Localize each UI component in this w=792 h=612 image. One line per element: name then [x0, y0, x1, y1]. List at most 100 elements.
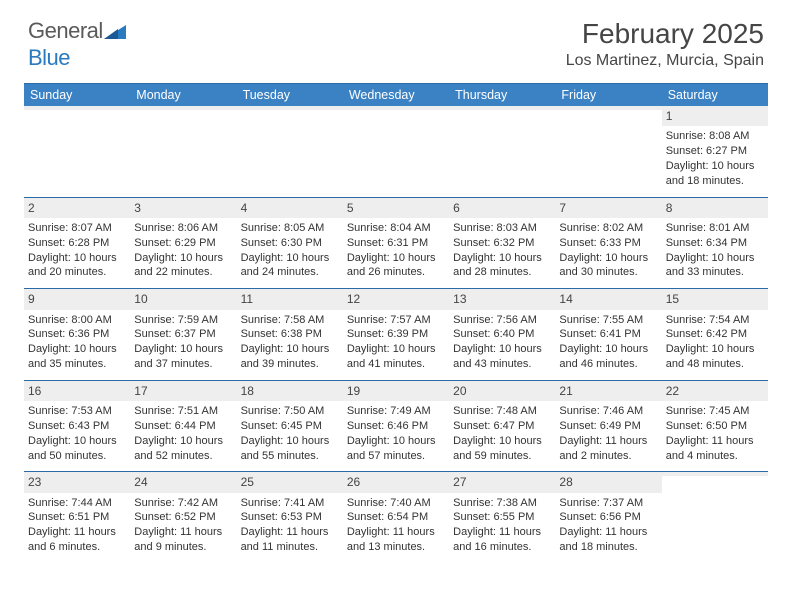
day-number: 7	[555, 198, 661, 218]
location: Los Martinez, Murcia, Spain	[566, 52, 764, 70]
daylight-line: Daylight: 10 hours and 55 minutes.	[241, 434, 339, 464]
sunrise-line: Sunrise: 7:58 AM	[241, 313, 339, 328]
sunset-line: Sunset: 6:29 PM	[134, 236, 232, 251]
sunrise-line: Sunrise: 8:08 AM	[666, 129, 764, 144]
day-number: 24	[130, 472, 236, 492]
month-title: February 2025	[566, 18, 764, 50]
day-cell: 2Sunrise: 8:07 AMSunset: 6:28 PMDaylight…	[24, 198, 130, 289]
daylight-line: Daylight: 10 hours and 43 minutes.	[453, 342, 551, 372]
day-number: 27	[449, 472, 555, 492]
day-number: 6	[449, 198, 555, 218]
sunset-line: Sunset: 6:30 PM	[241, 236, 339, 251]
sunset-line: Sunset: 6:54 PM	[347, 510, 445, 525]
day-number: 28	[555, 472, 661, 492]
sunrise-line: Sunrise: 7:57 AM	[347, 313, 445, 328]
sunset-line: Sunset: 6:41 PM	[559, 327, 657, 342]
day-cell: 6Sunrise: 8:03 AMSunset: 6:32 PMDaylight…	[449, 198, 555, 289]
daylight-line: Daylight: 10 hours and 46 minutes.	[559, 342, 657, 372]
day-number: 19	[343, 381, 449, 401]
sunrise-line: Sunrise: 7:49 AM	[347, 404, 445, 419]
sunset-line: Sunset: 6:55 PM	[453, 510, 551, 525]
empty-cell	[449, 106, 555, 197]
day-cell: 18Sunrise: 7:50 AMSunset: 6:45 PMDayligh…	[237, 381, 343, 472]
day-number: 2	[24, 198, 130, 218]
sunset-line: Sunset: 6:37 PM	[134, 327, 232, 342]
day-cell: 5Sunrise: 8:04 AMSunset: 6:31 PMDaylight…	[343, 198, 449, 289]
sunset-line: Sunset: 6:33 PM	[559, 236, 657, 251]
week-row: 9Sunrise: 8:00 AMSunset: 6:36 PMDaylight…	[24, 288, 768, 380]
day-number	[130, 106, 236, 110]
sunrise-line: Sunrise: 8:05 AM	[241, 221, 339, 236]
daylight-line: Daylight: 10 hours and 22 minutes.	[134, 251, 232, 281]
brand-part1: General	[28, 18, 103, 43]
day-number: 8	[662, 198, 768, 218]
dow-saturday: Saturday	[662, 84, 768, 106]
sunrise-line: Sunrise: 7:55 AM	[559, 313, 657, 328]
day-cell: 8Sunrise: 8:01 AMSunset: 6:34 PMDaylight…	[662, 198, 768, 289]
day-cell: 20Sunrise: 7:48 AMSunset: 6:47 PMDayligh…	[449, 381, 555, 472]
sunrise-line: Sunrise: 7:44 AM	[28, 496, 126, 511]
sunrise-line: Sunrise: 7:38 AM	[453, 496, 551, 511]
day-number: 15	[662, 289, 768, 309]
daylight-line: Daylight: 10 hours and 24 minutes.	[241, 251, 339, 281]
day-number	[662, 472, 768, 476]
sunset-line: Sunset: 6:42 PM	[666, 327, 764, 342]
daylight-line: Daylight: 10 hours and 26 minutes.	[347, 251, 445, 281]
day-number: 9	[24, 289, 130, 309]
day-number: 21	[555, 381, 661, 401]
day-number: 11	[237, 289, 343, 309]
sunrise-line: Sunrise: 8:01 AM	[666, 221, 764, 236]
sunset-line: Sunset: 6:47 PM	[453, 419, 551, 434]
day-cell: 15Sunrise: 7:54 AMSunset: 6:42 PMDayligh…	[662, 289, 768, 380]
title-block: February 2025 Los Martinez, Murcia, Spai…	[566, 18, 764, 70]
day-number: 18	[237, 381, 343, 401]
daylight-line: Daylight: 11 hours and 16 minutes.	[453, 525, 551, 555]
daylight-line: Daylight: 10 hours and 39 minutes.	[241, 342, 339, 372]
sunset-line: Sunset: 6:50 PM	[666, 419, 764, 434]
sunrise-line: Sunrise: 7:40 AM	[347, 496, 445, 511]
day-number: 26	[343, 472, 449, 492]
empty-cell	[130, 106, 236, 197]
daylight-line: Daylight: 10 hours and 37 minutes.	[134, 342, 232, 372]
sunrise-line: Sunrise: 7:50 AM	[241, 404, 339, 419]
day-cell: 4Sunrise: 8:05 AMSunset: 6:30 PMDaylight…	[237, 198, 343, 289]
day-number	[555, 106, 661, 110]
daylight-line: Daylight: 10 hours and 50 minutes.	[28, 434, 126, 464]
day-number: 17	[130, 381, 236, 401]
empty-cell	[343, 106, 449, 197]
calendar-body: 1Sunrise: 8:08 AMSunset: 6:27 PMDaylight…	[24, 106, 768, 563]
week-row: 1Sunrise: 8:08 AMSunset: 6:27 PMDaylight…	[24, 106, 768, 197]
day-cell: 28Sunrise: 7:37 AMSunset: 6:56 PMDayligh…	[555, 472, 661, 563]
dow-sunday: Sunday	[24, 84, 130, 106]
day-number: 3	[130, 198, 236, 218]
day-cell: 10Sunrise: 7:59 AMSunset: 6:37 PMDayligh…	[130, 289, 236, 380]
day-cell: 26Sunrise: 7:40 AMSunset: 6:54 PMDayligh…	[343, 472, 449, 563]
sunset-line: Sunset: 6:38 PM	[241, 327, 339, 342]
sunset-line: Sunset: 6:43 PM	[28, 419, 126, 434]
sunrise-line: Sunrise: 7:51 AM	[134, 404, 232, 419]
week-row: 23Sunrise: 7:44 AMSunset: 6:51 PMDayligh…	[24, 471, 768, 563]
day-cell: 16Sunrise: 7:53 AMSunset: 6:43 PMDayligh…	[24, 381, 130, 472]
sunrise-line: Sunrise: 8:03 AM	[453, 221, 551, 236]
day-number: 14	[555, 289, 661, 309]
sunset-line: Sunset: 6:36 PM	[28, 327, 126, 342]
empty-cell	[662, 472, 768, 563]
sunset-line: Sunset: 6:56 PM	[559, 510, 657, 525]
sunrise-line: Sunrise: 8:04 AM	[347, 221, 445, 236]
sunrise-line: Sunrise: 7:42 AM	[134, 496, 232, 511]
daylight-line: Daylight: 11 hours and 9 minutes.	[134, 525, 232, 555]
daylight-line: Daylight: 10 hours and 52 minutes.	[134, 434, 232, 464]
calendar: Sunday Monday Tuesday Wednesday Thursday…	[24, 83, 768, 563]
day-cell: 22Sunrise: 7:45 AMSunset: 6:50 PMDayligh…	[662, 381, 768, 472]
daylight-line: Daylight: 10 hours and 18 minutes.	[666, 159, 764, 189]
day-cell: 11 Sunrise: 7:58 AMSunset: 6:38 PMDayligh…	[237, 289, 343, 380]
brand-text: GeneralBlue	[28, 18, 127, 71]
daylight-line: Daylight: 10 hours and 30 minutes.	[559, 251, 657, 281]
day-number: 10	[130, 289, 236, 309]
day-cell: 27 Sunrise: 7:38 AMSunset: 6:55 PMDayligh…	[449, 472, 555, 563]
sunset-line: Sunset: 6:52 PM	[134, 510, 232, 525]
triangle-icon	[104, 19, 126, 45]
sunrise-line: Sunrise: 7:41 AM	[241, 496, 339, 511]
day-number	[449, 106, 555, 110]
daylight-line: Daylight: 10 hours and 41 minutes.	[347, 342, 445, 372]
